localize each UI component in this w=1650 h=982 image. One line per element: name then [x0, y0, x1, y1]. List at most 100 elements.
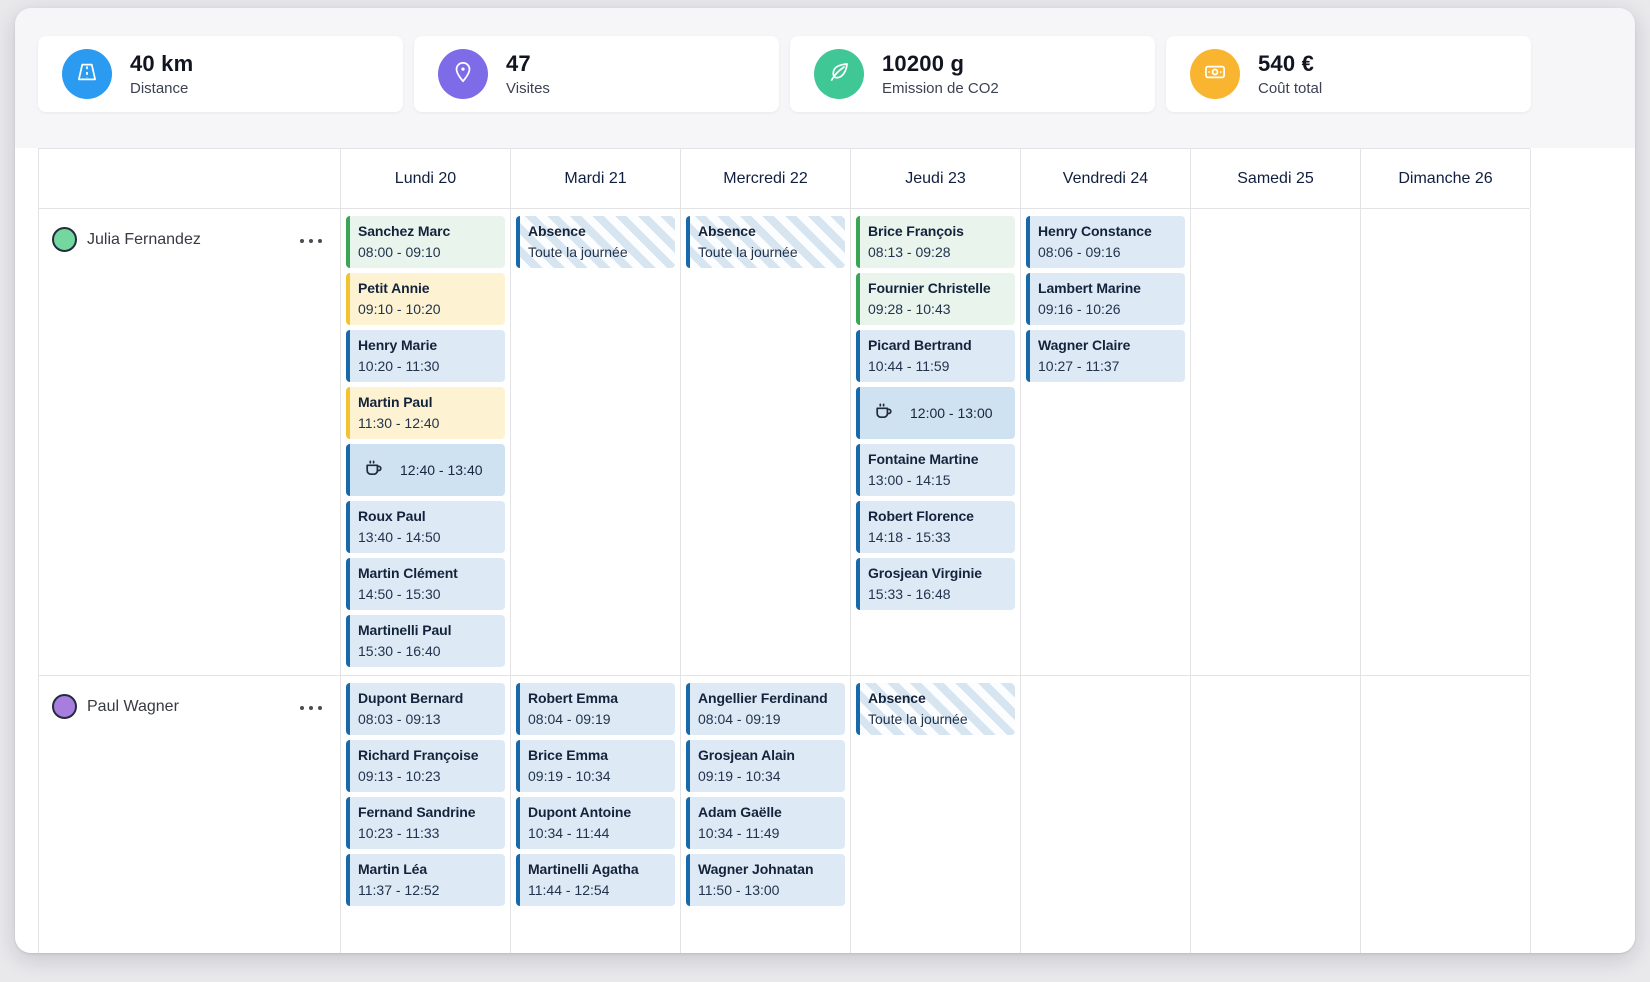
card-name: Brice Emma	[528, 747, 608, 763]
visit-card[interactable]: Dupont Bernard 08:03 - 09:13	[346, 683, 505, 735]
day-header-cell: Lundi 20	[341, 149, 511, 208]
visit-card[interactable]: Adam Gaëlle 10:34 - 11:49	[686, 797, 845, 849]
card-time: 11:50 - 13:00	[698, 882, 780, 898]
day-header-label: Jeudi 23	[905, 169, 966, 187]
visit-card[interactable]: Martin Paul 11:30 - 12:40	[346, 387, 505, 439]
visit-card[interactable]: Wagner Johnatan 11:50 - 13:00	[686, 854, 845, 906]
break-time: 12:40 - 13:40	[400, 462, 483, 478]
card-time: 11:30 - 12:40	[358, 415, 440, 431]
visit-card[interactable]: Petit Annie 09:10 - 10:20	[346, 273, 505, 325]
visit-card[interactable]: Lambert Marine 09:16 - 10:26	[1026, 273, 1185, 325]
card-name: Fournier Christelle	[868, 280, 991, 296]
day-header-label: Samedi 25	[1237, 169, 1314, 187]
day-cell: Henry Constance 08:06 - 09:16 Lambert Mari…	[1021, 209, 1191, 675]
card-time: 09:19 - 10:34	[698, 768, 781, 784]
day-cell: Angellier Ferdinand 08:04 - 09:19 Grosjean…	[681, 676, 851, 953]
card-name: Lambert Marine	[1038, 280, 1141, 296]
card-time: 09:16 - 10:26	[1038, 301, 1121, 317]
card-name: Roux Paul	[358, 508, 426, 524]
card-time: 08:04 - 09:19	[528, 711, 611, 727]
day-cell: Dupont Bernard 08:03 - 09:13 Richard Franç…	[341, 676, 511, 953]
road-icon	[74, 59, 100, 90]
person-cell: Julia Fernandez	[39, 209, 341, 675]
visit-card[interactable]: Henry Constance 08:06 - 09:16	[1026, 216, 1185, 268]
card-time: 09:28 - 10:43	[868, 301, 951, 317]
stat-value: 40 km	[130, 51, 194, 76]
person-name: Julia Fernandez	[87, 230, 201, 248]
stat-icon-circle	[438, 49, 488, 99]
day-cell: Sanchez Marc 08:00 - 09:10 Petit Annie 09:1…	[341, 209, 511, 675]
visit-card[interactable]: Robert Florence 14:18 - 15:33	[856, 501, 1015, 553]
card-name: Brice François	[868, 223, 964, 239]
card-name: Dupont Antoine	[528, 804, 632, 820]
visit-card[interactable]: Richard Françoise 09:13 - 10:23	[346, 740, 505, 792]
stat-value: 540 €	[1258, 51, 1315, 76]
card-time: 10:44 - 11:59	[868, 358, 950, 374]
visit-card[interactable]: Picard Bertrand 10:44 - 11:59	[856, 330, 1015, 382]
visit-card[interactable]: Martin Clément 14:50 - 15:30	[346, 558, 505, 610]
absence-card[interactable]: Absence Toute la journée	[516, 216, 675, 268]
absence-title: Absence	[528, 223, 586, 239]
visit-card[interactable]: Martinelli Paul 15:30 - 16:40	[346, 615, 505, 667]
card-time: 10:23 - 11:33	[358, 825, 440, 841]
card-name: Henry Constance	[1038, 223, 1152, 239]
card-time: 14:50 - 15:30	[358, 586, 441, 602]
day-cell	[1361, 676, 1531, 953]
row-menu-button[interactable]	[298, 699, 324, 715]
day-cell	[1021, 676, 1191, 953]
card-name: Robert Florence	[868, 508, 974, 524]
day-header-cell: Jeudi 23	[851, 149, 1021, 208]
absence-card[interactable]: Absence Toute la journée	[856, 683, 1015, 735]
absence-subtitle: Toute la journée	[868, 711, 968, 727]
card-time: 15:33 - 16:48	[868, 586, 951, 602]
card-name: Angellier Ferdinand	[698, 690, 828, 706]
visit-card[interactable]: Fournier Christelle 09:28 - 10:43	[856, 273, 1015, 325]
visit-card[interactable]: Grosjean Virginie 15:33 - 16:48	[856, 558, 1015, 610]
card-time: 08:03 - 09:13	[358, 711, 441, 727]
absence-card[interactable]: Absence Toute la journée	[686, 216, 845, 268]
day-header-cell: Vendredi 24	[1021, 149, 1191, 208]
absence-title: Absence	[698, 223, 756, 239]
visit-card[interactable]: Brice François 08:13 - 09:28	[856, 216, 1015, 268]
day-cell: Absence Toute la journée	[681, 209, 851, 675]
pin-icon	[450, 59, 476, 90]
day-cell: Absence Toute la journée	[851, 676, 1021, 953]
stat-card-distance: 40 km Distance	[38, 36, 403, 112]
break-card[interactable]: 12:00 - 13:00	[856, 387, 1015, 439]
card-name: Wagner Claire	[1038, 337, 1131, 353]
day-cell	[1191, 209, 1361, 675]
stat-value: 47	[506, 51, 531, 76]
card-name: Robert Emma	[528, 690, 618, 706]
coffee-icon	[872, 400, 894, 427]
visit-card[interactable]: Martinelli Agatha 11:44 - 12:54	[516, 854, 675, 906]
visit-card[interactable]: Wagner Claire 10:27 - 11:37	[1026, 330, 1185, 382]
visit-card[interactable]: Angellier Ferdinand 08:04 - 09:19	[686, 683, 845, 735]
stat-value: 10200 g	[882, 51, 965, 76]
stats-row: 40 km Distance 47 Visites	[15, 8, 1635, 112]
card-time: 11:44 - 12:54	[528, 882, 610, 898]
visit-card[interactable]: Roux Paul 13:40 - 14:50	[346, 501, 505, 553]
card-name: Wagner Johnatan	[698, 861, 814, 877]
break-card[interactable]: 12:40 - 13:40	[346, 444, 505, 496]
visit-card[interactable]: Sanchez Marc 08:00 - 09:10	[346, 216, 505, 268]
visit-card[interactable]: Fontaine Martine 13:00 - 14:15	[856, 444, 1015, 496]
card-time: 13:40 - 14:50	[358, 529, 441, 545]
calendar-header-row: Lundi 20 Mardi 21 Mercredi 22 Jeudi 23 Vendr…	[39, 149, 1531, 209]
card-time: 14:18 - 15:33	[868, 529, 951, 545]
stat-card-cost: 540 € Coût total	[1166, 36, 1531, 112]
calendar-panel: Lundi 20 Mardi 21 Mercredi 22 Jeudi 23 Vendr…	[15, 148, 1635, 953]
visit-card[interactable]: Grosjean Alain 09:19 - 10:34	[686, 740, 845, 792]
visit-card[interactable]: Fernand Sandrine 10:23 - 11:33	[346, 797, 505, 849]
visit-card[interactable]: Dupont Antoine 10:34 - 11:44	[516, 797, 675, 849]
card-time: 10:34 - 11:44	[528, 825, 610, 841]
visit-card[interactable]: Robert Emma 08:04 - 09:19	[516, 683, 675, 735]
visit-card[interactable]: Martin Léa 11:37 - 12:52	[346, 854, 505, 906]
card-time: 09:10 - 10:20	[358, 301, 441, 317]
person-name: Paul Wagner	[87, 697, 179, 715]
leaf-icon	[826, 59, 852, 90]
card-time: 08:06 - 09:16	[1038, 244, 1121, 260]
visit-card[interactable]: Brice Emma 09:19 - 10:34	[516, 740, 675, 792]
row-menu-button[interactable]	[298, 232, 324, 248]
card-time: 08:13 - 09:28	[868, 244, 951, 260]
visit-card[interactable]: Henry Marie 10:20 - 11:30	[346, 330, 505, 382]
